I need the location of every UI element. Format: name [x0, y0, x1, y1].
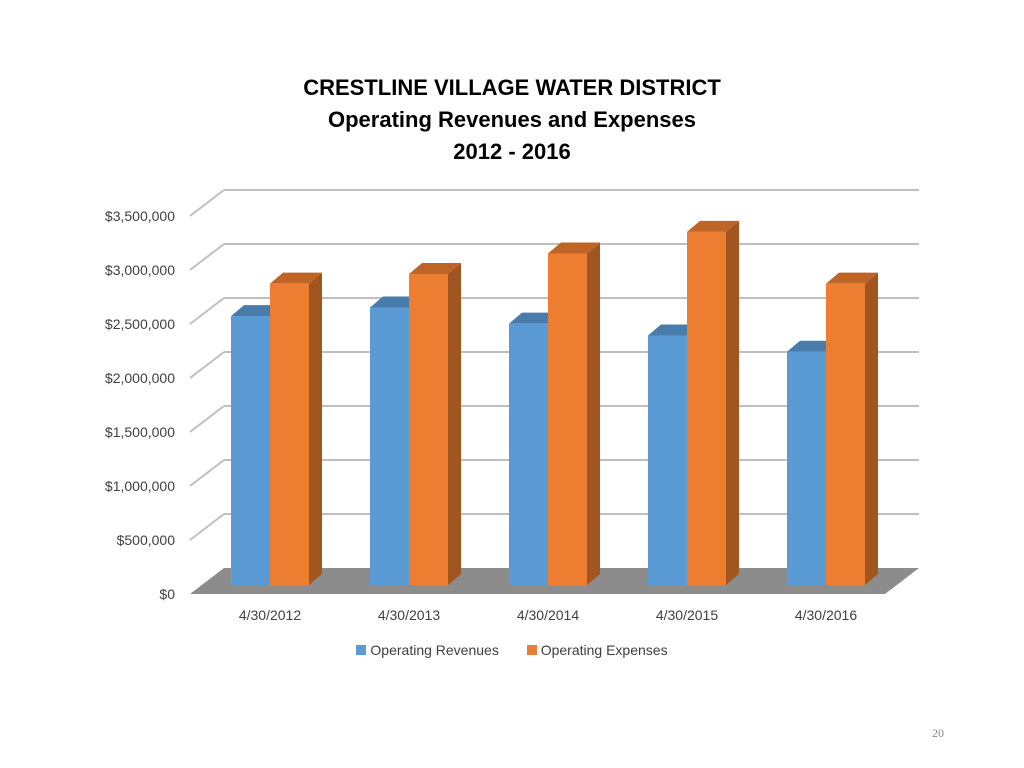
gridline-diagonal — [189, 513, 225, 541]
bar-top — [826, 272, 878, 284]
bar-side — [726, 220, 739, 585]
chart-title-line-1: CRESTLINE VILLAGE WATER DISTRICT — [303, 75, 721, 100]
legend-swatch-revenues — [356, 645, 367, 655]
x-tick-label: 4/30/2013 — [378, 607, 440, 623]
chart-title-line-2: Operating Revenues and Expenses — [327, 107, 697, 132]
bar-top — [270, 272, 322, 284]
bar — [409, 273, 448, 585]
bar-top — [687, 220, 739, 232]
x-tick-label: 4/30/2015 — [656, 607, 718, 623]
x-tick-label: 4/30/2012 — [239, 607, 301, 623]
gridline-diagonal — [189, 297, 225, 325]
chart-title-line-3: 2012 - 2016 — [453, 139, 571, 164]
gridline-diagonal — [189, 351, 225, 379]
x-tick-label: 4/30/2014 — [517, 607, 579, 623]
y-tick-label: $2,500,000 — [105, 316, 175, 332]
page-number: 20 — [932, 726, 944, 740]
bar-side — [448, 262, 461, 585]
legend-item-revenues: Operating Revenues — [356, 642, 499, 658]
y-tick-label: $0 — [159, 586, 175, 602]
bar-side — [587, 242, 600, 585]
x-tick-label: 4/30/2016 — [795, 607, 857, 623]
chart-title: CRESTLINE VILLAGE WATER DISTRICT Operati… — [0, 72, 1024, 168]
bar — [370, 307, 409, 585]
y-tick-label: $1,500,000 — [105, 424, 175, 440]
gridline-diagonal — [189, 243, 225, 271]
chart-legend: Operating Revenues Operating Expenses — [0, 642, 1024, 658]
bar — [826, 283, 865, 585]
bar — [548, 253, 587, 585]
legend-item-expenses: Operating Expenses — [526, 642, 668, 658]
y-tick-label: $3,000,000 — [105, 262, 175, 278]
bar-side — [865, 272, 878, 585]
legend-swatch-expenses — [526, 645, 537, 655]
bar-side — [309, 272, 322, 585]
y-tick-label: $2,000,000 — [105, 370, 175, 386]
y-tick-label: $3,500,000 — [105, 208, 175, 224]
legend-label-revenues: Operating Revenues — [370, 642, 499, 658]
gridline-diagonal — [189, 405, 225, 433]
bar — [687, 231, 726, 585]
bar — [509, 323, 548, 585]
bar — [231, 316, 270, 585]
bar-top — [409, 262, 461, 274]
bar — [787, 351, 826, 585]
gridline-diagonal — [189, 459, 225, 487]
y-tick-label: $500,000 — [117, 532, 176, 548]
legend-label-expenses: Operating Expenses — [540, 642, 668, 658]
gridline-diagonal — [189, 189, 225, 217]
bar — [270, 283, 309, 585]
y-tick-label: $1,000,000 — [105, 478, 175, 494]
bar — [648, 335, 687, 585]
bar-top — [548, 242, 600, 254]
